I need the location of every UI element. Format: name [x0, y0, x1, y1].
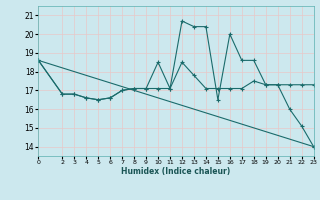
X-axis label: Humidex (Indice chaleur): Humidex (Indice chaleur)	[121, 167, 231, 176]
